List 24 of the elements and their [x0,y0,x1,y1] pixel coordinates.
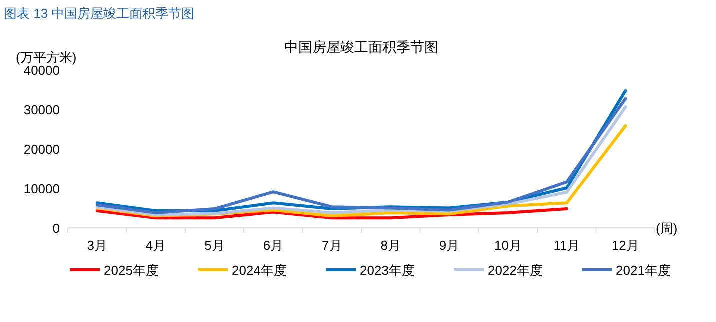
legend-label: 2021年度 [616,263,671,278]
legend-label: 2022年度 [488,263,543,278]
x-tick-label: 11月 [554,238,580,253]
x-tick-label: 8月 [380,238,401,253]
chart-title: 中国房屋竣工面积季节图 [284,39,438,55]
x-tick-label: 9月 [439,238,460,253]
y-tick-label: 40000 [24,63,60,78]
y-tick-label: 20000 [24,142,60,157]
x-tick-label: 7月 [322,238,342,253]
x-tick-label: 12月 [612,238,640,253]
y-axis-title: (万平方米) [16,50,77,65]
x-tick-label: 3月 [87,238,108,253]
x-tick-label: 4月 [146,238,166,253]
y-tick-label: 0 [52,221,60,236]
x-tick-label: 5月 [204,238,225,253]
x-tick-label: 10月 [494,238,522,253]
legend-label: 2024年度 [232,263,287,278]
y-tick-label: 10000 [24,182,60,196]
y-tick-label: 30000 [24,102,60,118]
x-axis-title: (周) [656,221,678,236]
text: 图表 13 中国房屋竣工面积季节图 [4,6,195,21]
x-tick-label: 6月 [263,238,284,253]
legend-label: 2025年度 [104,263,159,278]
legend-label: 2023年度 [360,263,415,278]
